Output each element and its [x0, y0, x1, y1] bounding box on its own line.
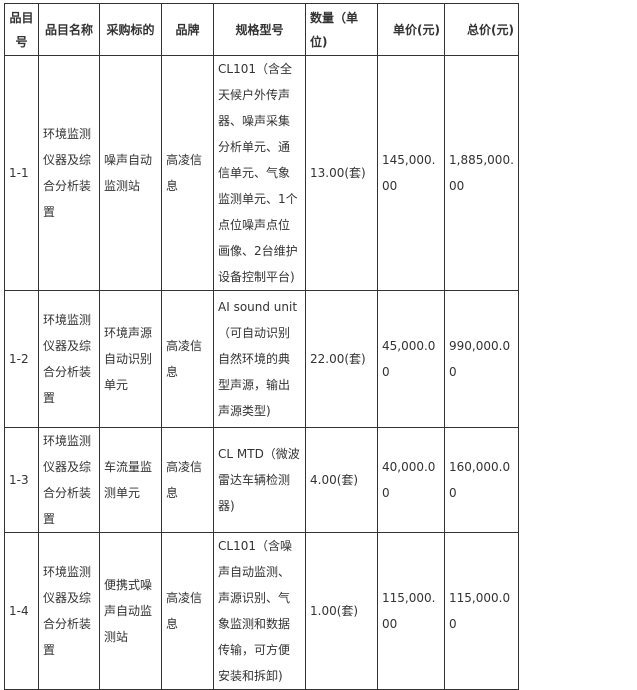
header-row: 品目号 品目名称 采购标的 品牌 规格型号 数量（单位) 单价(元) 总价(元) [4, 3, 519, 56]
cell-brand: 高凌信息 [161, 532, 214, 690]
header-item: 采购标的 [99, 3, 162, 56]
cell-spec: AI sound unit（可自动识别自然环境的典型声源，输出声源类型) [213, 290, 306, 428]
cell-qty: 4.00(套) [305, 427, 378, 533]
cell-brand: 高凌信息 [161, 290, 214, 428]
cell-name: 环境监测仪器及综合分析装置 [38, 427, 100, 533]
cell-item: 噪声自动监测站 [99, 55, 162, 291]
cell-item: 车流量监测单元 [99, 427, 162, 533]
cell-unit-price: 115,000.00 [377, 532, 445, 690]
cell-id: 1-4 [4, 532, 39, 690]
cell-qty: 1.00(套) [305, 532, 378, 690]
cell-unit-price: 40,000.00 [377, 427, 445, 533]
cell-total: 990,000.00 [444, 290, 519, 428]
header-qty: 数量（单位) [305, 3, 378, 56]
header-id: 品目号 [4, 3, 39, 56]
cell-unit-price: 145,000.00 [377, 55, 445, 291]
cell-total: 160,000.00 [444, 427, 519, 533]
table-row: 1-4 环境监测仪器及综合分析装置 便携式噪声自动监测站 高凌信息 CL101（含噪声自… [4, 532, 519, 690]
table-row: 1-2 环境监测仪器及综合分析装置 环境声源自动识别单元 高凌信息 AI sound u… [4, 290, 519, 428]
procurement-table: 品目号 品目名称 采购标的 品牌 规格型号 数量（单位) 单价(元) 总价(元)… [4, 3, 519, 690]
cell-item: 便携式噪声自动监测站 [99, 532, 162, 690]
table-row: 1-1 环境监测仪器及综合分析装置 噪声自动监测站 高凌信息 CL101（含全天候户外传… [4, 55, 519, 291]
cell-name: 环境监测仪器及综合分析装置 [38, 55, 100, 291]
cell-item: 环境声源自动识别单元 [99, 290, 162, 428]
header-unit-price: 单价(元) [377, 3, 445, 56]
header-name: 品目名称 [38, 3, 100, 56]
cell-id: 1-1 [4, 55, 39, 291]
header-spec: 规格型号 [213, 3, 306, 56]
cell-spec: CL101（含全天候户外传声器、噪声采集分析单元、通信单元、气象监测单元、1个点… [213, 55, 306, 291]
cell-qty: 13.00(套) [305, 55, 378, 291]
table-row: 1-3 环境监测仪器及综合分析装置 车流量监测单元 高凌信息 CL MTD（微波雷达车辆… [4, 427, 519, 533]
cell-name: 环境监测仪器及综合分析装置 [38, 290, 100, 428]
cell-id: 1-3 [4, 427, 39, 533]
cell-spec: CL101（含噪声自动监测、声源识别、气象监测和数据传输，可方便安装和拆卸) [213, 532, 306, 690]
cell-total: 1,885,000.00 [444, 55, 519, 291]
cell-brand: 高凌信息 [161, 55, 214, 291]
cell-brand: 高凌信息 [161, 427, 214, 533]
header-total: 总价(元) [444, 3, 519, 56]
cell-qty: 22.00(套) [305, 290, 378, 428]
cell-id: 1-2 [4, 290, 39, 428]
cell-total: 115,000.00 [444, 532, 519, 690]
cell-name: 环境监测仪器及综合分析装置 [38, 532, 100, 690]
cell-unit-price: 45,000.00 [377, 290, 445, 428]
cell-spec: CL MTD（微波雷达车辆检测器) [213, 427, 306, 533]
header-brand: 品牌 [161, 3, 214, 56]
